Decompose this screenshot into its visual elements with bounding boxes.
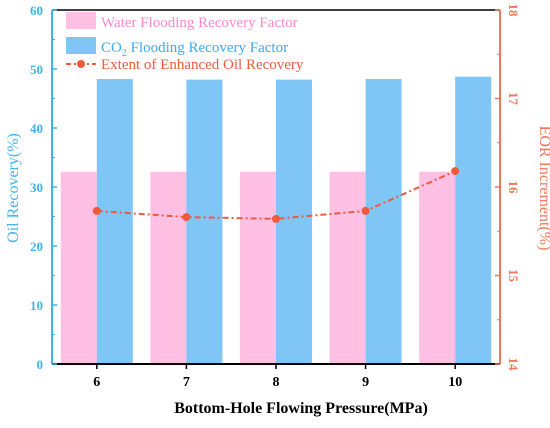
left-tick-label-50: 50 <box>30 62 43 77</box>
left-tick-label-10: 10 <box>30 298 43 313</box>
legend-label-eor: Extent of Enhanced Oil Recovery <box>101 57 304 73</box>
right-tick-label-14: 14 <box>506 358 521 372</box>
x-tick-label-8: 8 <box>273 375 280 390</box>
line-layer <box>92 167 460 223</box>
legend-swatch-co2 <box>66 37 96 54</box>
left-tick-label-20: 20 <box>30 239 43 254</box>
eor-increment-line <box>96 170 456 220</box>
x-tick-label-7: 7 <box>183 375 190 390</box>
co2-flooding-bar-8 <box>276 79 312 365</box>
eor-point-9 <box>361 206 370 215</box>
left-tick-label-40: 40 <box>30 121 43 136</box>
left-tick-label-0: 0 <box>37 357 44 372</box>
co2-flooding-bar-6 <box>96 79 133 364</box>
right-tick-label-16: 16 <box>506 181 521 195</box>
co2-flooding-bar-10 <box>455 76 492 365</box>
right-tick-label-18: 18 <box>506 4 521 18</box>
x-tick-label-9: 9 <box>362 375 369 390</box>
water-flooding-bar-9 <box>329 171 366 364</box>
x-tick-label-10: 10 <box>448 375 462 390</box>
co2-flooding-bar-7 <box>186 79 223 365</box>
water-flooding-bar-10 <box>419 171 456 364</box>
axes-layer: 0 10 20 30 40 50 60 14 15 16 17 18 6 7 8 9 10 <box>30 3 521 390</box>
eor-point-7 <box>182 213 191 222</box>
water-flooding-bar-7 <box>150 171 187 364</box>
left-axis-title: Oil Recovery(%) <box>5 133 22 243</box>
eor-point-10 <box>451 167 460 176</box>
eor-point-6 <box>92 206 101 215</box>
co2-flooding-bar-9 <box>365 79 402 364</box>
water-flooding-bar-8 <box>240 171 276 364</box>
left-tick-label-30: 30 <box>30 180 43 195</box>
eor-point-8 <box>272 214 280 223</box>
right-tick-label-15: 15 <box>506 269 521 283</box>
legend-swatch-eor-marker <box>77 60 85 68</box>
legend-label-co2: CO2 Flooding Recovery Factor <box>101 40 288 59</box>
x-tick-label-6: 6 <box>93 375 100 390</box>
x-axis-title: Bottom-Hole Flowing Pressure(MPa) <box>174 400 428 417</box>
legend: Water Flooding Recovery Factor CO2 Flood… <box>66 12 304 73</box>
right-axis-title: EOR Increment(%) <box>536 126 550 251</box>
left-tick-label-60: 60 <box>30 3 43 18</box>
water-flooding-bar-6 <box>60 171 97 364</box>
legend-swatch-water <box>66 12 96 29</box>
bars-layer <box>60 76 492 365</box>
right-tick-label-17: 17 <box>506 92 521 106</box>
legend-label-water: Water Flooding Recovery Factor <box>101 15 298 31</box>
